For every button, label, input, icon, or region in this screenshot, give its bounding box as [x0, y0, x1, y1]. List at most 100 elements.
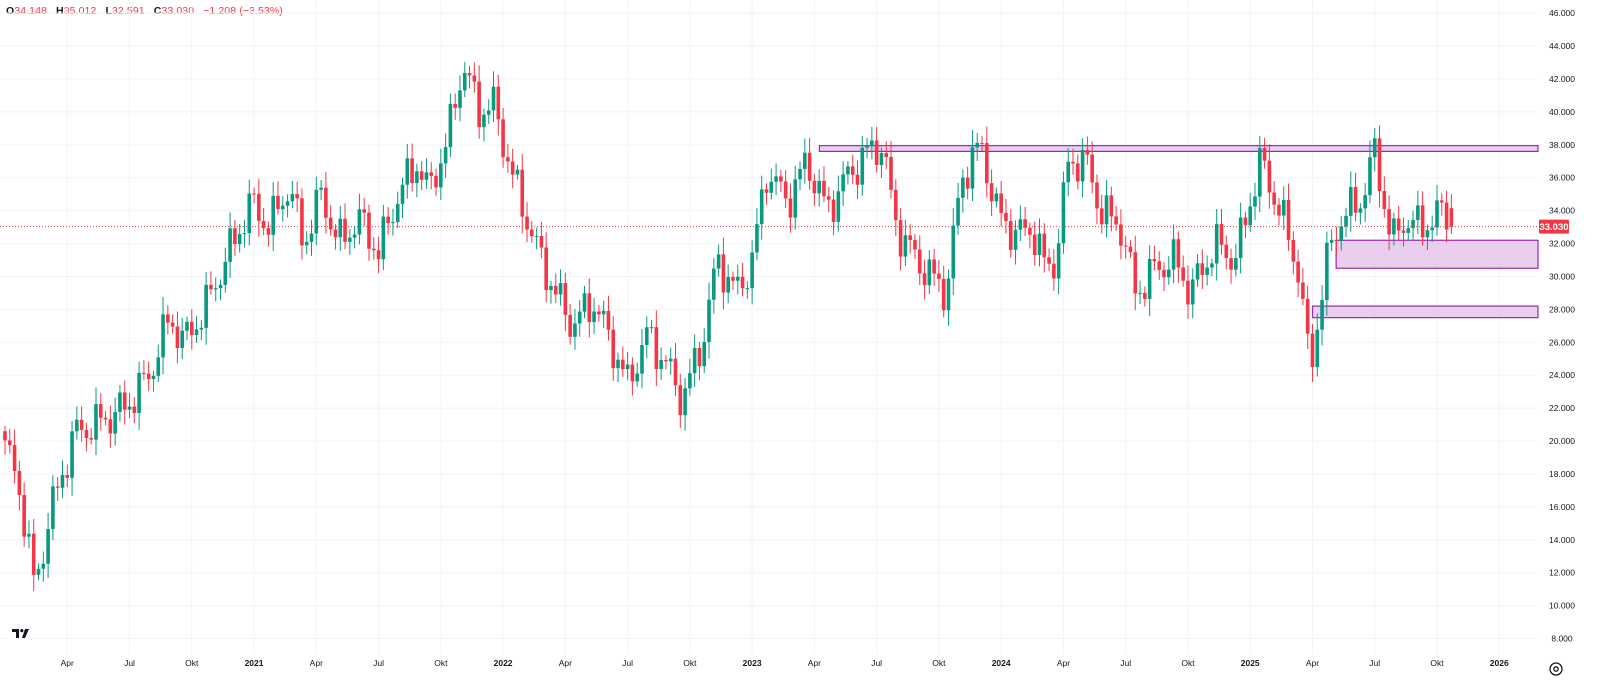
candle-body — [161, 314, 165, 358]
candle-body — [1157, 261, 1162, 270]
candle-body — [985, 143, 989, 184]
candle-body — [903, 235, 908, 257]
candle-body — [946, 278, 951, 311]
candle-body — [520, 169, 525, 217]
candle-body — [937, 273, 941, 279]
candle-body — [1291, 239, 1296, 262]
candle-body — [956, 197, 960, 226]
candle-body — [218, 284, 223, 289]
candle-body — [1162, 269, 1166, 278]
candle-body — [841, 174, 845, 192]
candle-body — [290, 194, 295, 202]
candle-body — [482, 114, 486, 128]
candle-body — [606, 310, 611, 330]
candle-body — [17, 471, 22, 495]
candle-body — [376, 250, 381, 260]
candle-body — [103, 417, 108, 420]
candle-body — [1128, 246, 1133, 253]
candle-body — [439, 163, 443, 188]
candle-body — [156, 357, 161, 376]
candle-body — [175, 326, 180, 349]
candle-body — [1080, 150, 1085, 182]
y-tick-label: 24.000 — [1549, 370, 1575, 380]
candle-body — [688, 373, 692, 389]
candle-body — [391, 222, 395, 224]
candle-body — [381, 216, 386, 260]
candle-body — [807, 152, 812, 181]
candle-body — [46, 529, 50, 564]
y-tick-label: 36.000 — [1549, 173, 1575, 183]
candle-body — [1171, 239, 1176, 270]
high-value: 35.012 — [63, 5, 97, 17]
candle-body — [755, 224, 759, 253]
candle-body — [927, 259, 932, 286]
candle-body — [328, 217, 333, 230]
candle-body — [965, 177, 970, 189]
candle-body — [1368, 157, 1372, 196]
candle-body — [731, 276, 735, 281]
candle-body — [941, 278, 946, 311]
candle-body — [343, 218, 347, 242]
candle-body — [1190, 279, 1195, 305]
candle-body — [989, 183, 994, 202]
zone-rectangle[interactable] — [1335, 239, 1539, 269]
candle-body — [668, 358, 673, 362]
zone-rectangle[interactable] — [1311, 305, 1539, 319]
candle-body — [94, 404, 98, 440]
candle-body — [721, 254, 726, 293]
candle-body — [1382, 191, 1387, 210]
candle-body — [122, 392, 127, 410]
candle-body — [597, 311, 601, 315]
zone-rectangle[interactable] — [818, 145, 1539, 153]
x-axis[interactable]: Apr Jul Okt 2021 Apr Jul Okt 2022 Apr Jul Okt 2023 A… — [61, 658, 1509, 668]
candle-body — [874, 140, 879, 165]
candle-body — [573, 323, 577, 337]
candle-body — [185, 321, 189, 331]
tradingview-logo-icon[interactable] — [9, 623, 33, 643]
candle-body — [1123, 245, 1128, 247]
candle-body — [1320, 300, 1324, 330]
candle-body — [65, 475, 70, 478]
candle-body — [1109, 195, 1114, 217]
candle-body — [1329, 239, 1334, 243]
candle-body — [1042, 233, 1047, 258]
x-tick-label: 2025 — [1241, 658, 1260, 668]
candle-body — [1061, 182, 1066, 244]
candle-body — [1277, 204, 1281, 216]
candle-body — [89, 437, 94, 440]
candle-body — [1200, 263, 1205, 275]
candle-body — [415, 171, 419, 184]
change-value: −1.208 (−3.53%) — [203, 5, 283, 17]
x-tick-label: Okt — [1181, 658, 1195, 668]
candle-body — [462, 72, 467, 91]
y-axis[interactable]: 46.000 44.000 42.000 40.000 38.000 36.000 34.0… — [1549, 8, 1575, 643]
y-tick-label: 12.000 — [1549, 568, 1575, 578]
candle-body — [400, 184, 405, 204]
candle-body — [644, 327, 649, 346]
candle-body — [319, 187, 323, 190]
ohlc-legend: O34.148 H35.012 L32.591 C33.030 −1.208 (… — [6, 5, 289, 17]
candle-body — [1344, 215, 1348, 227]
x-tick-label: Okt — [932, 658, 946, 668]
candle-body — [419, 171, 424, 180]
candle-body — [702, 341, 707, 367]
candle-body — [1396, 218, 1401, 231]
candle-body — [836, 191, 841, 222]
x-tick-label: Okt — [434, 658, 448, 668]
x-tick-label: 2026 — [1490, 658, 1509, 668]
x-tick-label: Jul — [373, 658, 384, 668]
last-price-badge: 33.030 — [1539, 219, 1569, 234]
candle-body — [501, 119, 505, 158]
candle-body — [922, 273, 927, 286]
low-label: L — [105, 5, 112, 17]
candle-body — [1305, 298, 1310, 334]
candle-body — [98, 404, 103, 418]
candle-body — [1449, 208, 1454, 227]
candle-body — [515, 169, 520, 175]
candle-body — [261, 220, 266, 229]
candle-body — [223, 261, 228, 285]
candle-body — [280, 205, 285, 210]
settings-gear-icon[interactable] — [1546, 659, 1566, 679]
candle-body — [276, 195, 280, 210]
